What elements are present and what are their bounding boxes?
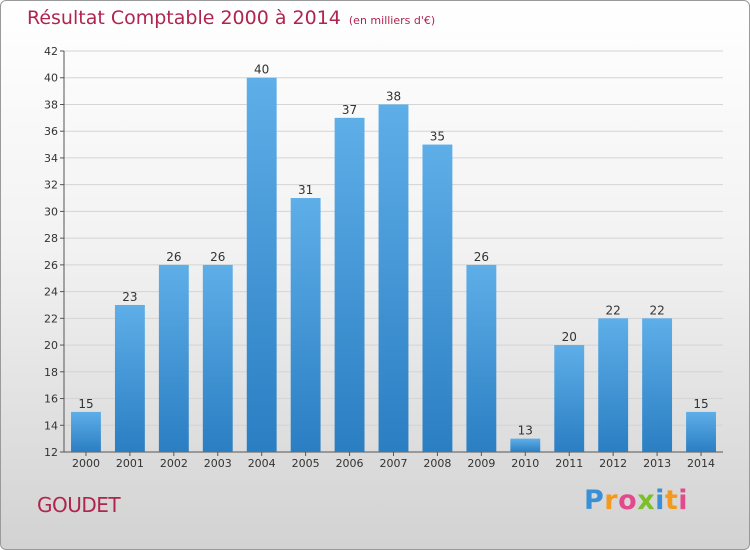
- chart-title: Résultat Comptable 2000 à 2014 (en millie…: [27, 7, 435, 29]
- y-tick-label: 40: [44, 72, 58, 85]
- bar-2012: [598, 318, 629, 452]
- bar-2014: [686, 411, 716, 452]
- bar-2008: [422, 144, 453, 453]
- bar-2000: [71, 411, 101, 452]
- x-tick-label-2001: 2001: [116, 457, 144, 470]
- x-tick-label-2009: 2009: [467, 457, 495, 470]
- value-label-2009: 26: [474, 250, 489, 264]
- x-tick-label-2006: 2006: [336, 457, 364, 470]
- bar-2009: [466, 264, 497, 452]
- y-tick-label: 18: [44, 366, 58, 379]
- x-tick-label-2002: 2002: [160, 457, 188, 470]
- logo-letter: r: [604, 485, 619, 516]
- location-name: GOUDET: [37, 493, 121, 517]
- logo-letter: i: [655, 485, 665, 516]
- y-tick-label: 20: [44, 339, 58, 352]
- value-label-2003: 26: [210, 250, 225, 264]
- x-tick-label-2005: 2005: [292, 457, 320, 470]
- y-tick-label: 32: [44, 179, 58, 192]
- value-label-2010: 13: [518, 424, 533, 438]
- x-tick-label-2011: 2011: [555, 457, 583, 470]
- bar-2003: [202, 264, 233, 452]
- bar-2010: [510, 438, 541, 452]
- value-label-2014: 15: [693, 397, 708, 411]
- y-tick-label: 28: [44, 232, 58, 245]
- logo-letter: i: [678, 485, 689, 516]
- x-tick-label-2014: 2014: [687, 457, 715, 470]
- value-label-2000: 15: [78, 397, 93, 411]
- value-label-2013: 22: [649, 303, 664, 317]
- x-tick-label-2003: 2003: [204, 457, 232, 470]
- y-tick-label: 12: [44, 446, 58, 459]
- x-tick-label-2010: 2010: [511, 457, 539, 470]
- value-label-2011: 20: [562, 330, 577, 344]
- proxiti-logo: Proxiti: [584, 485, 688, 516]
- y-tick-label: 36: [44, 125, 58, 138]
- logo-letter: o: [618, 485, 638, 516]
- y-tick-label: 14: [44, 419, 58, 432]
- y-tick-label: 38: [44, 98, 58, 111]
- y-tick-label: 24: [44, 286, 58, 299]
- y-tick-label: 42: [44, 45, 58, 58]
- value-label-2006: 37: [342, 103, 357, 117]
- x-tick-label-2000: 2000: [72, 457, 100, 470]
- y-tick-label: 30: [44, 205, 58, 218]
- x-tick-label-2004: 2004: [248, 457, 276, 470]
- bar-2007: [378, 104, 409, 452]
- x-tick-label-2013: 2013: [643, 457, 671, 470]
- bar-2011: [554, 345, 585, 452]
- y-tick-label: 26: [44, 259, 58, 272]
- logo-letter: P: [584, 485, 605, 516]
- chart-title-main: Résultat Comptable 2000 à 2014: [27, 7, 341, 29]
- bar-2004: [246, 77, 277, 452]
- logo-letter: t: [664, 485, 679, 516]
- bar-2006: [334, 117, 365, 452]
- x-tick-label-2007: 2007: [380, 457, 408, 470]
- bar-2002: [158, 264, 189, 452]
- bar-2001: [114, 304, 145, 452]
- y-tick-label: 34: [44, 152, 58, 165]
- value-label-2012: 22: [606, 303, 621, 317]
- value-label-2005: 31: [298, 183, 313, 197]
- y-tick-label: 22: [44, 312, 58, 325]
- x-tick-label-2012: 2012: [599, 457, 627, 470]
- value-label-2004: 40: [254, 63, 269, 77]
- value-label-2007: 38: [386, 89, 401, 103]
- logo-letter: x: [637, 485, 656, 516]
- y-tick-label: 16: [44, 393, 58, 406]
- value-label-2002: 26: [166, 250, 181, 264]
- bar-2013: [642, 318, 673, 452]
- bar-2005: [290, 198, 321, 452]
- value-label-2008: 35: [430, 130, 445, 144]
- x-tick-label-2008: 2008: [423, 457, 451, 470]
- value-label-2001: 23: [122, 290, 137, 304]
- chart-title-unit: (en milliers d'€): [348, 14, 436, 27]
